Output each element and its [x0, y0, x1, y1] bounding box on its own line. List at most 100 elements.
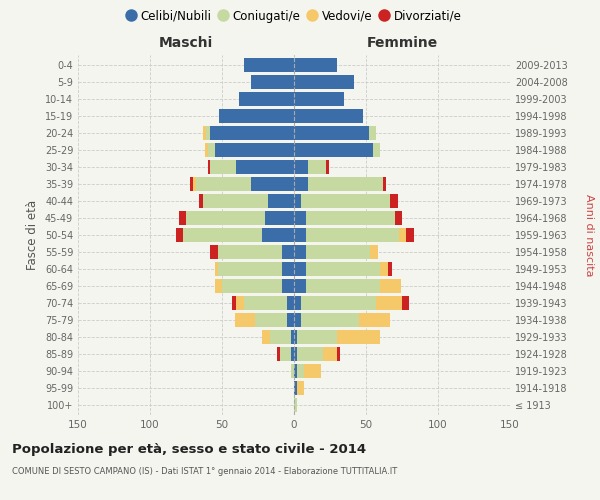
- Bar: [301, 313, 359, 327]
- Bar: [326, 160, 329, 174]
- Text: Popolazione per età, sesso e stato civile - 2014: Popolazione per età, sesso e stato civil…: [12, 442, 366, 456]
- Bar: [301, 194, 391, 208]
- Bar: [370, 245, 377, 259]
- Bar: [283, 262, 294, 276]
- Y-axis label: Anni di nascita: Anni di nascita: [584, 194, 594, 276]
- Bar: [294, 364, 297, 378]
- Bar: [373, 143, 380, 157]
- Bar: [236, 296, 244, 310]
- Bar: [294, 58, 337, 72]
- Bar: [294, 398, 297, 412]
- Bar: [294, 109, 363, 123]
- Bar: [287, 296, 294, 310]
- Bar: [283, 245, 294, 259]
- Bar: [294, 211, 305, 225]
- Bar: [294, 279, 305, 293]
- Bar: [208, 143, 215, 157]
- Bar: [376, 296, 402, 310]
- Bar: [294, 75, 355, 89]
- Bar: [297, 330, 337, 344]
- Text: COMUNE DI SESTO CAMPANO (IS) - Dati ISTAT 1° gennaio 2014 - Elaborazione TUTTITA: COMUNE DI SESTO CAMPANO (IS) - Dati ISTA…: [12, 468, 397, 476]
- Bar: [380, 279, 401, 293]
- Bar: [294, 245, 305, 259]
- Bar: [305, 279, 380, 293]
- Bar: [305, 211, 395, 225]
- Bar: [391, 194, 398, 208]
- Bar: [196, 177, 251, 191]
- Legend: Celibi/Nubili, Coniugati/e, Vedovi/e, Divorziati/e: Celibi/Nubili, Coniugati/e, Vedovi/e, Di…: [122, 5, 466, 28]
- Bar: [176, 228, 183, 242]
- Bar: [297, 381, 304, 395]
- Bar: [305, 228, 399, 242]
- Bar: [232, 296, 236, 310]
- Bar: [297, 364, 304, 378]
- Bar: [211, 160, 236, 174]
- Bar: [294, 313, 301, 327]
- Bar: [283, 279, 294, 293]
- Bar: [251, 75, 294, 89]
- Bar: [294, 143, 373, 157]
- Bar: [211, 126, 294, 140]
- Bar: [218, 245, 283, 259]
- Bar: [203, 194, 268, 208]
- Bar: [402, 296, 409, 310]
- Bar: [294, 92, 344, 106]
- Bar: [294, 347, 297, 361]
- Bar: [219, 109, 294, 123]
- Bar: [193, 177, 196, 191]
- Bar: [383, 177, 386, 191]
- Bar: [239, 92, 294, 106]
- Y-axis label: Fasce di età: Fasce di età: [26, 200, 39, 270]
- Bar: [215, 279, 222, 293]
- Bar: [297, 347, 323, 361]
- Bar: [294, 296, 301, 310]
- Bar: [205, 143, 208, 157]
- Bar: [208, 160, 211, 174]
- Bar: [269, 330, 291, 344]
- Bar: [265, 211, 294, 225]
- Bar: [304, 364, 322, 378]
- Bar: [294, 381, 297, 395]
- Bar: [206, 126, 211, 140]
- Bar: [294, 262, 305, 276]
- Bar: [215, 262, 218, 276]
- Bar: [291, 330, 294, 344]
- Bar: [308, 160, 326, 174]
- Bar: [305, 262, 380, 276]
- Bar: [359, 313, 391, 327]
- Bar: [218, 262, 283, 276]
- Bar: [255, 313, 287, 327]
- Bar: [294, 177, 308, 191]
- Bar: [380, 262, 388, 276]
- Bar: [369, 126, 376, 140]
- Bar: [287, 313, 294, 327]
- Bar: [179, 211, 186, 225]
- Bar: [262, 330, 269, 344]
- Bar: [305, 245, 370, 259]
- Bar: [323, 347, 337, 361]
- Bar: [280, 347, 291, 361]
- Bar: [406, 228, 413, 242]
- Bar: [294, 228, 305, 242]
- Bar: [203, 126, 206, 140]
- Bar: [183, 228, 262, 242]
- Bar: [294, 126, 369, 140]
- Text: Maschi: Maschi: [159, 36, 213, 50]
- Bar: [190, 177, 193, 191]
- Bar: [277, 347, 280, 361]
- Bar: [395, 211, 402, 225]
- Bar: [388, 262, 392, 276]
- Text: Femmine: Femmine: [367, 36, 437, 50]
- Bar: [222, 279, 283, 293]
- Bar: [235, 313, 255, 327]
- Bar: [244, 58, 294, 72]
- Bar: [244, 296, 287, 310]
- Bar: [294, 330, 297, 344]
- Bar: [262, 228, 294, 242]
- Bar: [211, 245, 218, 259]
- Bar: [236, 160, 294, 174]
- Bar: [308, 177, 383, 191]
- Bar: [291, 347, 294, 361]
- Bar: [399, 228, 406, 242]
- Bar: [337, 330, 380, 344]
